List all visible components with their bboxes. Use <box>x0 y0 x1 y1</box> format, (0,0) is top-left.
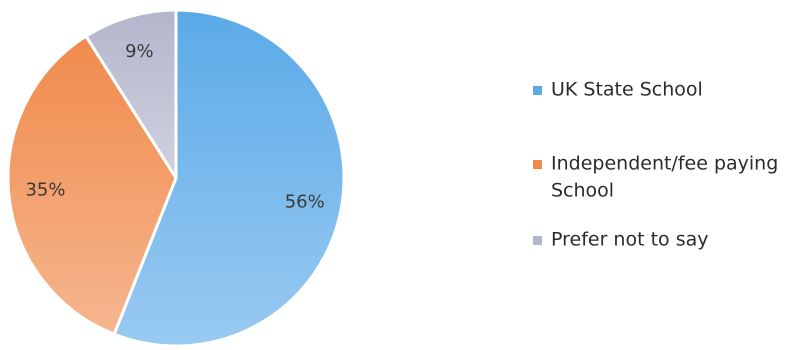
legend: UK State School Independent/fee paying Sch… <box>533 79 778 251</box>
legend-label-uk-state-school: UK State School <box>551 79 703 101</box>
pie-label-uk-state-school: 56% <box>285 192 325 213</box>
legend-swatch-independent-fee-paying-school <box>533 160 542 169</box>
pie-slice-independent-fee-paying-school <box>6 34 178 336</box>
legend-swatch-uk-state-school <box>533 86 542 95</box>
pie-labels: 56% 35% 9% <box>25 41 324 212</box>
legend-label-independent-fee-paying-school-line-1: Independent/fee paying <box>551 153 778 175</box>
legend-swatch-prefer-not-to-say <box>533 236 542 245</box>
pie-slice-prefer-not-to-say <box>84 8 178 180</box>
legend-label-independent-fee-paying-school-line-2: School <box>551 180 614 202</box>
pie-label-prefer-not-to-say: 9% <box>125 41 154 62</box>
pie-label-independent-fee-paying-school: 35% <box>25 179 65 200</box>
legend-label-prefer-not-to-say: Prefer not to say <box>551 229 709 251</box>
pie-slices <box>6 8 346 348</box>
pie-slice-uk-state-school <box>112 8 346 348</box>
